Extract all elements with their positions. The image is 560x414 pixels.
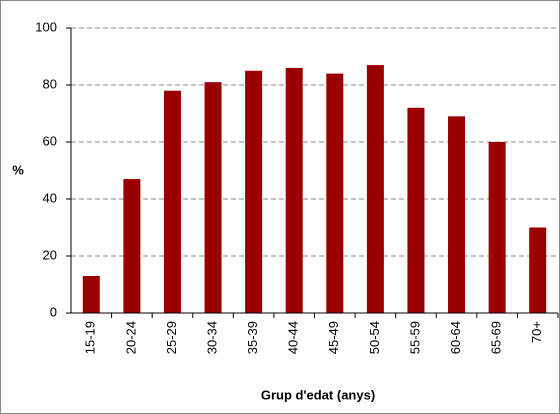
- bar: [407, 107, 425, 313]
- x-tick-label: 30-34: [204, 321, 219, 354]
- bar: [366, 65, 384, 313]
- bar: [529, 227, 547, 313]
- bar: [326, 73, 344, 313]
- y-tick-label: 20: [43, 247, 57, 262]
- bar: [245, 70, 263, 313]
- bar: [163, 90, 181, 313]
- x-axis-title: Grup d'edat (anys): [261, 387, 375, 402]
- x-tick-label: 50-54: [367, 321, 382, 354]
- y-tick-label: 60: [43, 133, 57, 148]
- x-tick-label: 65-69: [489, 321, 504, 354]
- y-tick-label: 40: [43, 190, 57, 205]
- x-tick-label: 35-39: [245, 321, 260, 354]
- bar: [204, 82, 222, 314]
- x-tick-label: 55-59: [407, 321, 422, 354]
- bar: [285, 67, 303, 314]
- x-tick-label: 45-49: [326, 321, 341, 354]
- x-tick-label: 70+: [529, 321, 544, 343]
- bar: [82, 275, 100, 313]
- y-tick-label: 0: [50, 304, 57, 319]
- y-axis-title: %: [12, 162, 24, 177]
- x-tick-label: 40-44: [286, 321, 301, 354]
- x-tick-label: 25-29: [164, 321, 179, 354]
- x-tick-label: 15-19: [83, 321, 98, 354]
- bar: [448, 116, 466, 313]
- x-tick-label: 20-24: [123, 321, 138, 354]
- y-tick-label: 80: [43, 76, 57, 91]
- bar: [488, 142, 506, 313]
- bar: [123, 179, 141, 313]
- y-tick-label: 100: [35, 19, 57, 34]
- x-tick-label: 60-64: [448, 321, 463, 354]
